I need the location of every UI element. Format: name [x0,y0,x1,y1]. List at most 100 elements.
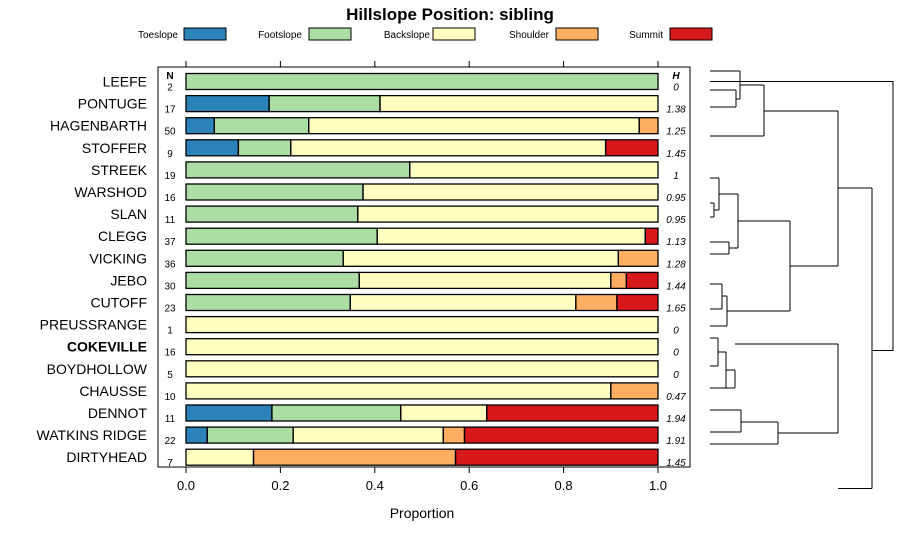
bar-jebo-shoulder [610,272,627,289]
category-label-warshod: WARSHOD [74,184,147,200]
legend-swatch-footslope [308,27,352,41]
bar-jebo-backslope [359,272,611,289]
dendrogram [710,70,894,489]
bar-outline-dirtyhead-4 [454,448,659,466]
bar-warshod-footslope [186,184,363,200]
bar-cutoff-footslope [186,294,351,311]
category-label-stoffer: STOFFER [82,140,147,156]
bar-hagenbarth-footslope [214,117,309,134]
x-axis: 0.0 0.2 0.4 0.6 0.8 1.0 [177,61,667,493]
h-value-clegg: 1.13 [666,237,686,248]
bar-jebo-footslope [186,272,360,289]
category-label-boydhollow: BOYDHOLLOW [47,361,148,377]
bar-outline-cutoff-4 [616,293,659,312]
category-label-pontuge: PONTUGE [78,96,147,112]
legend-swatch-toeslope [183,27,227,41]
category-label-cokeville: COKEVILLE [67,339,147,355]
bars-layer [185,72,659,466]
bar-streek-backslope [409,161,658,178]
category-label-slan: SLAN [110,206,147,222]
bar-stoffer-backslope [290,139,606,156]
category-label-dennot: DENNOT [88,405,148,421]
bar-vicking-footslope [186,250,344,267]
x-tick-label-4: 0.8 [555,478,573,493]
h-value-dennot: 1.94 [666,414,686,425]
legend-label-summit: Summit [629,30,663,41]
plot-frame [157,66,691,468]
n-value-cokeville: 16 [164,348,176,359]
h-value-warshod: 0.95 [666,193,686,204]
bar-watkins-ridge-toeslope [186,427,208,444]
bar-chausse-shoulder [610,382,658,399]
bar-outline-streek-2 [409,161,659,179]
bar-clegg-summit [645,228,658,245]
bar-stoffer-toeslope [186,139,239,156]
h-value-cutoff: 1.65 [666,304,686,315]
bar-outline-hagenbarth-3 [638,117,659,135]
category-label-hagenbarth: HAGENBARTH [50,118,147,134]
bar-outline-jebo-4 [625,271,659,290]
bar-outline-dennot-4 [486,404,659,422]
n-value-jebo: 30 [164,281,176,292]
legend-label-toeslope: Toeslope [138,30,178,41]
h-value-hagenbarth: 1.25 [666,127,686,138]
bar-stoffer-footslope [238,139,291,156]
bar-dennot-backslope [400,405,487,421]
bar-outline-stoffer-4 [604,139,659,157]
bar-clegg-footslope [186,228,378,245]
n-value-dennot: 11 [165,414,176,425]
bar-pontuge-backslope [379,95,658,112]
x-tick-label-0: 0.0 [177,478,195,493]
bar-cutoff-summit [616,294,658,311]
h-value-boydhollow: 0 [673,370,679,381]
bar-outline-warshod-2 [362,183,659,201]
bar-dirtyhead-shoulder [253,449,456,466]
bar-outline-chausse-3 [610,382,659,400]
bar-slan-backslope [357,206,658,223]
h-value-dirtyhead: 1.45 [666,458,686,469]
legend-label-footslope: Footslope [258,30,302,41]
category-label-watkins-ridge: WATKINS RIDGE [37,427,147,443]
bar-vicking-shoulder [618,250,658,267]
bar-cokeville-backslope [186,338,658,355]
x-tick-label-1: 0.2 [271,478,289,493]
n-value-slan: 11 [165,215,176,226]
bar-outline-boydhollow-2 [185,360,659,378]
h-value-vicking: 1.28 [666,259,686,270]
bar-outline-cokeville-2 [185,338,659,356]
bar-chausse-backslope [186,382,611,399]
h-value-watkins-ridge: 1.91 [666,436,685,447]
n-value-dirtyhead: 7 [167,458,173,469]
bar-outline-slan-2 [357,205,659,223]
legend-label-shoulder: Shoulder [509,30,550,41]
n-value-preussrange: 1 [167,326,173,337]
bar-dennot-footslope [271,405,401,421]
bar-watkins-ridge-summit [464,427,658,444]
bar-vicking-backslope [343,250,619,267]
n-value-streek: 19 [164,171,176,182]
chart-title: Hillslope Position: sibling [346,5,554,24]
bar-stoffer-summit [605,139,658,156]
legend: Toeslope Footslope Backslope Shoulder Summit [138,27,713,41]
legend-label-backslope: Backslope [384,30,431,41]
n-value-clegg: 37 [164,237,176,248]
bar-leefe-footslope [186,73,658,90]
h-value-jebo: 1.44 [666,281,686,292]
bar-outline-preussrange-2 [185,315,659,334]
n-value-cutoff: 23 [164,304,176,315]
h-value-stoffer: 1.45 [666,149,686,160]
bar-hagenbarth-shoulder [639,117,658,134]
n-value-vicking: 36 [164,259,176,270]
bar-outline-clegg-4 [644,227,659,245]
bar-watkins-ridge-footslope [207,427,294,444]
h-column-header: H [672,71,680,82]
h-value-streek: 1 [673,171,679,182]
category-label-jebo: JEBO [110,272,147,288]
legend-swatch-shoulder [555,27,599,41]
bar-hagenbarth-toeslope [186,117,215,134]
category-label-streek: STREEK [91,162,148,178]
category-label-preussrange: PREUSSRANGE [40,317,147,333]
x-tick-label-5: 1.0 [649,478,667,493]
